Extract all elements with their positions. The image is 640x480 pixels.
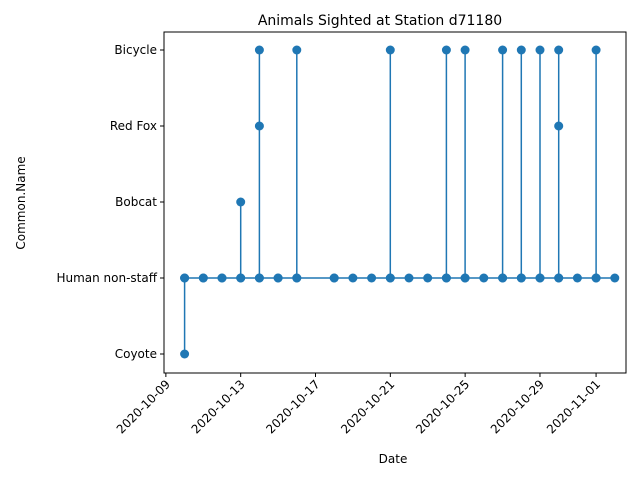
y-axis-label: Common.Name [14,156,28,249]
plot-area [180,45,620,359]
data-point [441,273,451,283]
data-point [236,197,246,207]
data-point [460,45,470,55]
data-point [254,273,264,283]
data-point [329,273,339,283]
data-point [610,273,620,283]
data-point [236,273,246,283]
data-point [591,273,601,283]
data-point [180,349,190,359]
data-point [516,273,526,283]
y-tick-label: Bicycle [114,43,157,57]
data-point [348,273,358,283]
y-tick-label: Red Fox [110,119,157,133]
data-point [254,45,264,55]
data-point [404,273,414,283]
data-point [516,45,526,55]
data-point [498,45,508,55]
data-point [385,45,395,55]
data-point [217,273,227,283]
data-point [498,273,508,283]
y-axis: Coyote Human non-staff Bobcat Red Fox Bicycl… [56,43,164,361]
data-point [591,45,601,55]
data-point [535,273,545,283]
data-point [441,45,451,55]
data-point [180,273,190,283]
data-point [423,273,433,283]
data-point [572,273,582,283]
data-point [385,273,395,283]
y-tick-label: Bobcat [115,195,157,209]
data-point [254,121,264,131]
data-point [479,273,489,283]
data-point [460,273,470,283]
data-point [292,273,302,283]
data-point [292,45,302,55]
data-point [535,45,545,55]
chart-title: Animals Sighted at Station d71180 [258,13,502,29]
data-point [198,273,208,283]
data-point [367,273,377,283]
data-point [554,45,564,55]
data-point [554,273,564,283]
data-point [554,121,564,131]
y-tick-label: Coyote [115,347,157,361]
data-point [273,273,283,283]
y-tick-label: Human non-staff [56,271,157,285]
series-line [183,49,615,354]
x-axis-label: Date [379,452,408,466]
